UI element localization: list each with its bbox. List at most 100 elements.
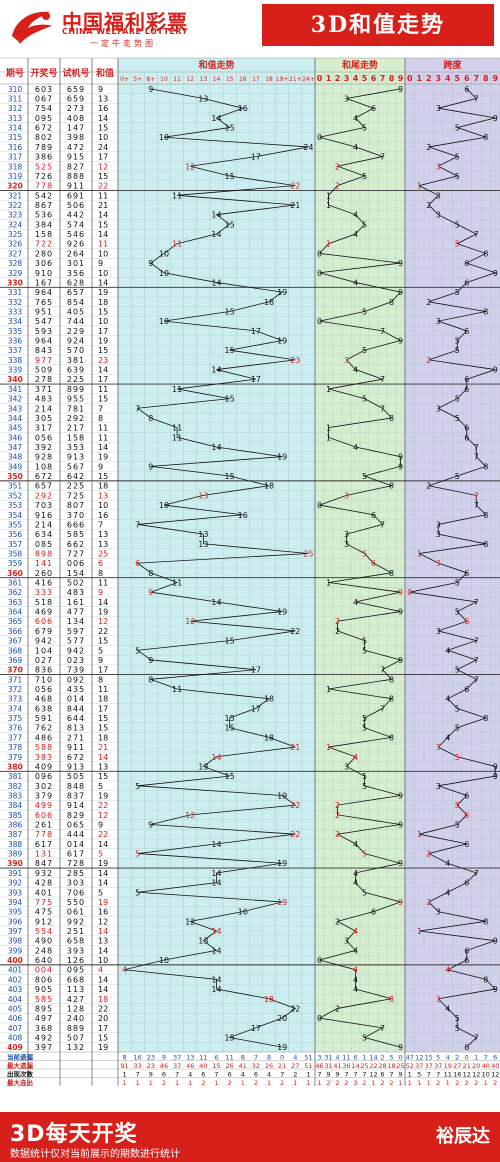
sum-cell: 11 xyxy=(98,685,108,694)
sum-line-marker: 15 xyxy=(225,637,235,646)
award-cell: 657 xyxy=(35,482,53,491)
tail-col-1: 1 xyxy=(326,74,332,83)
stat-tail: 0 xyxy=(398,1053,402,1061)
award-cell: 672 xyxy=(35,472,53,481)
sum-line-marker: 14 xyxy=(211,366,221,375)
stat-sum: 23 xyxy=(147,1053,155,1061)
period-cell: 341 xyxy=(8,385,23,394)
period-cell: 405 xyxy=(8,1004,23,1013)
sum-cell: 14 xyxy=(98,840,108,849)
period-cell: 310 xyxy=(8,85,23,94)
span-line-marker: 7 xyxy=(474,95,479,104)
sum-line-marker: 11 xyxy=(172,433,182,442)
sum-cell: 19 xyxy=(98,791,108,800)
tail-line-marker: 5 xyxy=(362,850,367,859)
span-line-marker: 6 xyxy=(464,946,469,955)
period-cell: 380 xyxy=(7,762,23,771)
stat-sum: 27 xyxy=(291,1062,299,1070)
tail-line-marker: 0 xyxy=(317,956,322,965)
span-line-marker: 6 xyxy=(464,569,469,578)
tail-line-marker: 9 xyxy=(398,791,403,800)
stat-sum: 13 xyxy=(186,1053,194,1061)
award-cell: 392 xyxy=(35,443,53,452)
sum-cell: 5 xyxy=(98,888,103,897)
span-col-1: 1 xyxy=(416,74,422,83)
sum-line-marker: 15 xyxy=(225,1033,235,1042)
award-cell: 542 xyxy=(35,191,53,200)
tail-line-marker: 8 xyxy=(389,482,394,491)
period-cell: 334 xyxy=(8,317,23,326)
test-cell: 829 xyxy=(67,811,85,820)
period-cell: 353 xyxy=(8,501,23,510)
span-line-marker: 7 xyxy=(474,598,479,607)
span-line-marker: 5 xyxy=(455,472,460,481)
span-line-marker: 3 xyxy=(436,317,441,326)
span-line-marker: 7 xyxy=(474,869,479,878)
sum-line-marker: 17 xyxy=(251,153,261,162)
test-cell: 092 xyxy=(67,675,85,684)
award-cell: 536 xyxy=(35,211,53,220)
sum-cell: 15 xyxy=(98,637,108,646)
test-cell: 014 xyxy=(67,695,85,704)
award-cell: 547 xyxy=(35,317,53,326)
period-cell: 397 xyxy=(8,927,23,936)
tail-line-marker: 2 xyxy=(335,811,340,820)
span-line-marker: 5 xyxy=(455,346,460,355)
period-cell: 359 xyxy=(8,559,23,568)
stat-tail: 25 xyxy=(396,1062,404,1070)
span-line-marker: 4 xyxy=(445,1004,450,1013)
stat-sum: 1 xyxy=(122,1070,126,1078)
test-cell: 134 xyxy=(67,617,85,626)
sum-line-marker: 13 xyxy=(198,762,208,771)
test-cell: 472 xyxy=(67,143,85,152)
sum-col-3: 10 xyxy=(160,76,168,83)
tail-line-marker: 4 xyxy=(353,946,358,955)
stat-tail: 25 xyxy=(360,1062,368,1070)
span-col-8: 8 xyxy=(483,74,489,83)
stat-span: 5 xyxy=(436,1053,440,1061)
tail-line-marker: 4 xyxy=(353,975,358,984)
test-cell: 113 xyxy=(67,985,85,994)
tail-col-4: 4 xyxy=(353,74,359,83)
span-line-marker: 9 xyxy=(493,269,498,278)
sum-cell: 7 xyxy=(98,404,103,413)
tail-line-marker: 2 xyxy=(335,162,340,171)
span-line-marker: 7 xyxy=(474,501,479,510)
sum-line-marker: 19 xyxy=(277,288,287,297)
logo-sub-text: 一定牛走势图 xyxy=(90,39,156,48)
tail-line-marker: 3 xyxy=(344,356,349,365)
period-cell: 396 xyxy=(8,917,23,926)
stat-sum: 46 xyxy=(160,1062,168,1070)
award-cell: 932 xyxy=(35,869,53,878)
test-cell: 444 xyxy=(67,830,85,839)
sum-cell: 15 xyxy=(98,346,108,355)
stat-sum: 7 xyxy=(280,1070,284,1078)
period-cell: 403 xyxy=(8,985,23,994)
period-cell: 374 xyxy=(8,704,23,713)
stat-span: 0 xyxy=(465,1053,469,1061)
award-cell: 214 xyxy=(35,404,53,413)
award-cell: 027 xyxy=(35,656,53,665)
stat-span: 52 xyxy=(406,1062,414,1070)
award-cell: 964 xyxy=(35,337,53,346)
test-cell: 229 xyxy=(67,327,85,336)
award-cell: 710 xyxy=(35,675,53,684)
sum-cell: 14 xyxy=(98,869,108,878)
period-cell: 349 xyxy=(8,462,23,471)
tail-line-marker: 8 xyxy=(389,733,394,742)
span-line-marker: 1 xyxy=(417,830,422,839)
span-line-marker: 6 xyxy=(464,1043,469,1052)
stat-span: 40 xyxy=(482,1062,490,1070)
award-cell: 606 xyxy=(35,617,53,626)
tail-line-marker: 7 xyxy=(380,327,385,336)
sum-cell: 10 xyxy=(98,956,108,965)
award-cell: 778 xyxy=(35,182,53,191)
stat-tail: 7 xyxy=(317,1070,321,1078)
award-cell: 765 xyxy=(35,298,53,307)
sum-cell: 12 xyxy=(98,811,108,820)
stat-sum: 7 xyxy=(214,1070,218,1078)
tail-line-marker: 7 xyxy=(380,153,385,162)
tail-line-marker: 4 xyxy=(353,114,358,123)
test-cell: 023 xyxy=(67,656,85,665)
